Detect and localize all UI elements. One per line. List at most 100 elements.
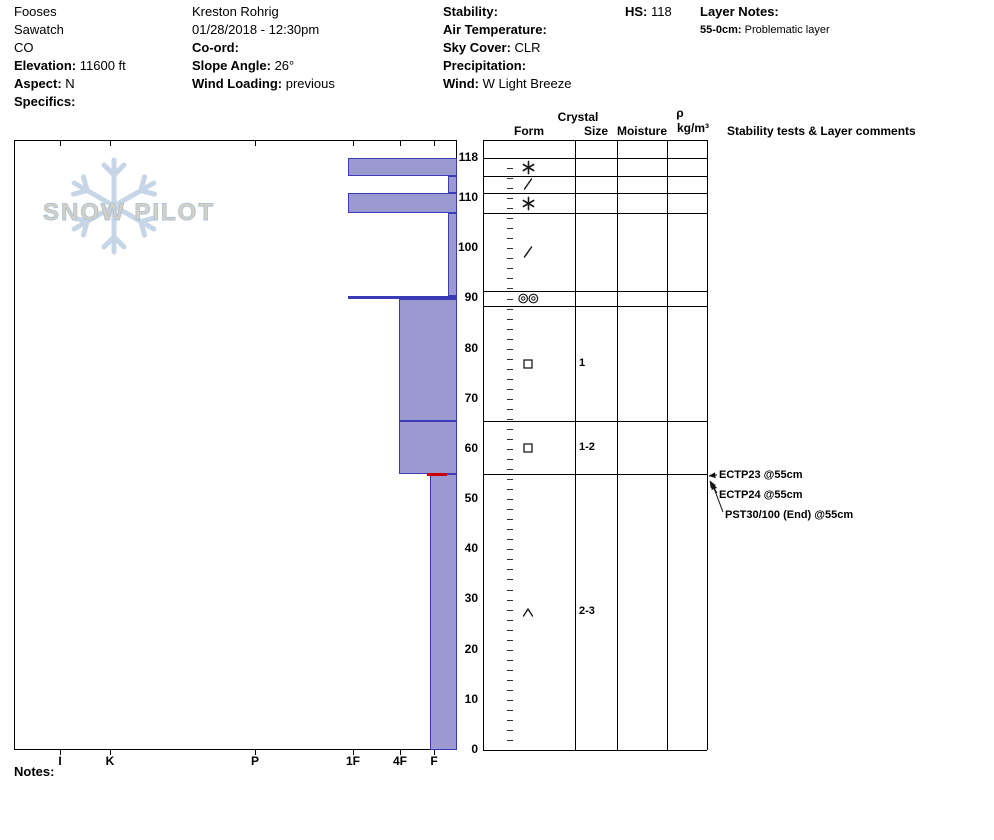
grain-form-symbol-stellar xyxy=(514,194,542,212)
hardness-axis-tick-bottom xyxy=(434,750,435,755)
depth-tick-label: 118 xyxy=(458,150,478,164)
layer-notes-entry: 55-0cm: Problematic layer xyxy=(700,24,830,36)
snowflake-watermark-icon xyxy=(56,148,172,269)
hardness-axis-tick-bottom xyxy=(60,750,61,755)
depth-tick-label: 10 xyxy=(464,692,478,706)
depth-tick-label: 90 xyxy=(464,290,478,304)
depth-minor-tick xyxy=(507,559,513,561)
depth-minor-tick xyxy=(507,719,513,721)
header-field-label: Aspect: xyxy=(14,76,62,91)
layer-notes-entry-text: Problematic layer xyxy=(744,24,830,36)
grain-form-symbol-depth-hoar xyxy=(514,603,542,621)
hardness-axis-tick-top xyxy=(434,141,435,146)
layer-bar xyxy=(430,474,457,750)
depth-minor-tick xyxy=(507,639,513,641)
col-header-density-unit: kg/m³ xyxy=(676,121,709,135)
grain-form-symbol-decomposing-fragments xyxy=(514,175,542,193)
header-field-label: Sky Cover: xyxy=(443,40,511,55)
depth-minor-tick xyxy=(507,178,513,180)
depth-minor-tick xyxy=(507,408,513,410)
depth-minor-tick xyxy=(507,740,513,741)
depth-tick-label: 70 xyxy=(464,391,478,405)
layer-notes-title: Layer Notes: xyxy=(700,4,779,19)
grain-form-symbol-double-circle xyxy=(514,289,542,307)
depth-minor-tick xyxy=(507,278,513,280)
header-field-label: Wind: xyxy=(443,76,479,91)
grain-form-symbol-stellar xyxy=(514,158,542,176)
depth-minor-tick xyxy=(507,599,513,601)
depth-minor-tick xyxy=(507,438,513,440)
header-field-label: Elevation: xyxy=(14,58,77,73)
grid-vline xyxy=(483,140,484,750)
col-header-form: Form xyxy=(514,124,544,138)
hardness-axis-tick-bottom xyxy=(110,750,111,755)
depth-minor-tick xyxy=(507,308,513,310)
depth-minor-tick xyxy=(507,479,513,481)
grain-size-value: 2-3 xyxy=(579,605,595,617)
depth-minor-tick xyxy=(507,188,513,190)
depth-minor-tick xyxy=(507,398,513,400)
grid-vline xyxy=(667,140,668,750)
depth-minor-tick xyxy=(507,248,513,250)
grid-hline xyxy=(483,750,707,751)
depth-tick-label: 110 xyxy=(458,190,478,204)
depth-minor-tick xyxy=(507,499,513,501)
header-hs-line: HS: 118 xyxy=(625,4,672,19)
stability-test-label: PST30/100 (End) @55cm xyxy=(725,509,854,521)
depth-minor-tick xyxy=(507,449,513,450)
layer-notes-entry-range: 55-0cm: xyxy=(700,24,742,36)
col-header-moisture: Moisture xyxy=(616,124,667,138)
layer-bar xyxy=(399,421,457,475)
hardness-chart-frame xyxy=(14,140,457,750)
hardness-axis-label: I xyxy=(58,754,62,768)
depth-minor-tick xyxy=(507,549,513,551)
depth-minor-tick xyxy=(507,298,513,300)
layer-bar xyxy=(348,193,457,214)
layer-bar xyxy=(348,158,457,176)
hardness-axis-label: K xyxy=(105,754,115,768)
grid-hline xyxy=(483,306,707,307)
layer-bar-thin xyxy=(348,296,457,299)
grain-form-symbol-decomposing-fragments xyxy=(514,243,542,261)
depth-tick-label: 40 xyxy=(464,541,478,555)
grain-size-value: 1-2 xyxy=(579,441,595,453)
header-location-line: CO xyxy=(14,40,34,55)
depth-tick-label: 50 xyxy=(464,491,478,505)
depth-minor-tick xyxy=(507,218,513,220)
header-conditions-line: Stability: xyxy=(443,4,498,19)
depth-minor-tick xyxy=(507,258,513,260)
depth-minor-tick xyxy=(507,669,513,671)
depth-minor-tick xyxy=(507,228,513,230)
header-observer-line: Co-ord: xyxy=(192,40,239,55)
depth-minor-tick xyxy=(507,689,513,691)
depth-minor-tick xyxy=(507,619,513,621)
depth-minor-tick xyxy=(507,328,513,330)
depth-minor-tick xyxy=(507,459,513,460)
layer-bar xyxy=(448,213,457,296)
depth-minor-tick xyxy=(507,729,513,731)
header-location-line: Sawatch xyxy=(14,22,64,37)
header-field-label: Stability: xyxy=(443,4,498,19)
stability-test-label: ECTP23 @55cm xyxy=(719,469,803,481)
header-location-line: Aspect: N xyxy=(14,76,75,91)
depth-minor-tick xyxy=(507,649,513,651)
depth-minor-tick xyxy=(507,579,513,581)
hardness-axis-label: 1F xyxy=(345,754,360,768)
hardness-axis-tick-top xyxy=(110,141,111,146)
stability-test-label: ECTP24 @55cm xyxy=(719,489,803,501)
header-field-label: Air Temperature: xyxy=(443,22,547,37)
depth-minor-tick xyxy=(507,679,513,681)
header-conditions-line: Sky Cover: CLR xyxy=(443,40,541,55)
depth-minor-tick xyxy=(507,388,513,390)
depth-minor-tick xyxy=(507,318,513,320)
header-observer-line: 01/28/2018 - 12:30pm xyxy=(192,22,320,37)
depth-minor-tick xyxy=(507,659,513,661)
header-location-line: Specifics: xyxy=(14,94,75,109)
header-field-label: HS: xyxy=(625,4,648,19)
col-header-size: Size xyxy=(583,124,608,138)
grid-hline xyxy=(483,421,707,422)
grid-hline xyxy=(483,291,707,292)
depth-minor-tick xyxy=(507,589,513,591)
depth-minor-tick xyxy=(507,378,513,380)
